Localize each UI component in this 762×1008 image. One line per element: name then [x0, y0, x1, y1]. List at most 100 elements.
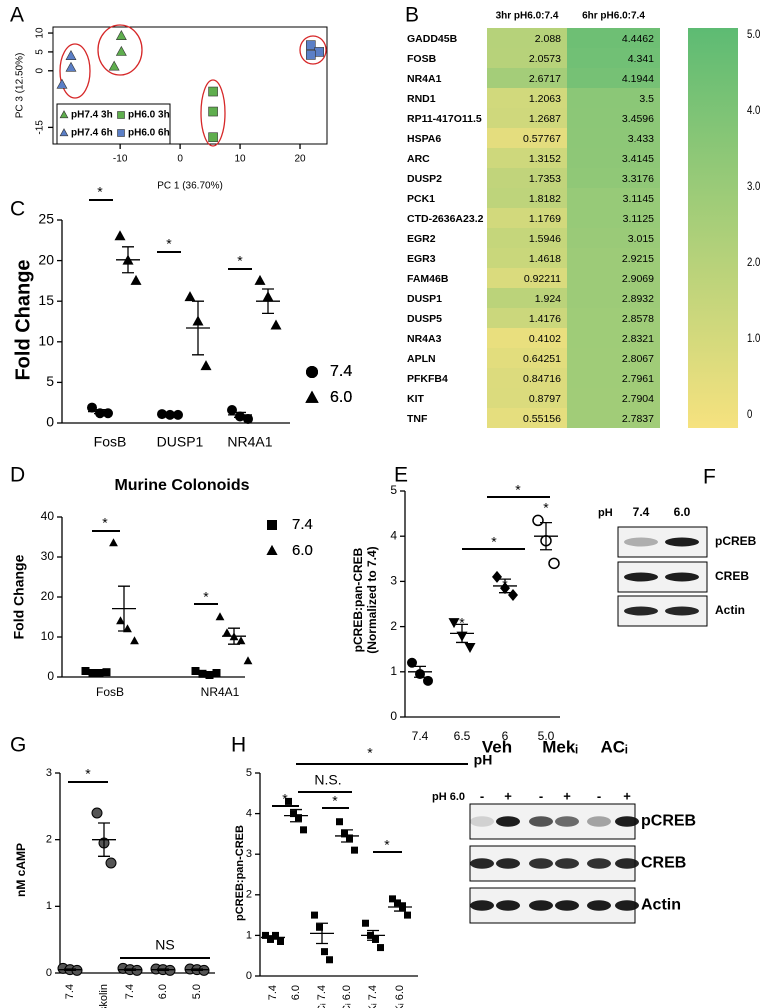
point — [115, 30, 127, 40]
blot-band — [587, 900, 611, 911]
point — [103, 408, 113, 419]
y-axis-title: Fold Change — [12, 259, 34, 380]
point — [508, 588, 518, 601]
x-tick-label: FosB — [94, 434, 127, 450]
legend-label: 6.0 — [330, 389, 352, 406]
panel-letter: H — [231, 734, 246, 757]
heat-cell — [487, 108, 567, 128]
legend-label: pH6.0 6h — [128, 128, 170, 139]
point — [109, 538, 118, 547]
blot-row-label: pCREB — [715, 534, 757, 548]
row-label: DUSP2 — [407, 173, 442, 185]
error-bar — [192, 300, 204, 356]
y-tick-label: 2 — [390, 619, 397, 633]
heat-cell — [567, 68, 660, 88]
point — [423, 675, 433, 686]
y-tick-label: 30 — [41, 549, 55, 563]
heat-cell — [487, 88, 567, 108]
point — [341, 830, 348, 838]
legend-label: 7.4 — [292, 516, 313, 533]
significance-label: * — [502, 577, 508, 593]
point — [208, 86, 218, 97]
x-tick-label: MEKᵢ 6.0 — [394, 985, 406, 1008]
y-tick-label: 2 — [46, 834, 52, 846]
row-label: GADD45B — [407, 33, 458, 45]
heat-cell — [487, 248, 567, 268]
error-bar — [267, 935, 279, 940]
error-bar — [499, 578, 511, 594]
point — [311, 911, 318, 919]
point — [254, 274, 266, 285]
heat-cell — [567, 28, 660, 48]
y-tick-label: 0 — [246, 970, 252, 982]
heat-cell — [487, 48, 567, 68]
point — [130, 636, 139, 645]
heat-cell — [487, 268, 567, 288]
heat-cell — [567, 148, 660, 168]
point — [243, 656, 253, 665]
blot-row-label: CREB — [641, 855, 686, 872]
panel-letter: E — [394, 464, 408, 487]
heat-cell — [487, 388, 567, 408]
significance-label: * — [491, 534, 497, 550]
cell-value: 3.3176 — [622, 173, 654, 185]
panel-letter: G — [10, 734, 26, 757]
significance-label: * — [203, 589, 209, 605]
error-bar — [64, 968, 76, 971]
y-tick-label: 20 — [41, 589, 55, 603]
y-tick-label: 3 — [246, 848, 252, 860]
blot-band — [665, 572, 699, 582]
significance-label: * — [543, 500, 549, 516]
panel-letter: C — [10, 198, 25, 221]
error-bar — [94, 408, 106, 415]
heat-cell — [567, 288, 660, 308]
legend-label: 7.4 — [330, 363, 352, 380]
x-tick-label: 6.0 — [157, 984, 169, 999]
cell-value: 2.8067 — [622, 353, 654, 365]
x-tick-label: DUSP1 — [157, 434, 204, 450]
error-bar — [290, 808, 302, 823]
cell-value: 3.1145 — [623, 193, 654, 205]
legend-label: 6.0 — [330, 389, 352, 406]
x-tick-label: 7.4 — [64, 984, 76, 999]
heat-cell — [487, 348, 567, 368]
point — [91, 807, 103, 819]
point — [300, 826, 307, 834]
point — [295, 814, 302, 822]
y-tick-label: 1 — [390, 664, 397, 678]
y-tick-label: 5 — [35, 49, 46, 55]
point — [105, 857, 117, 869]
cluster-outline — [97, 24, 143, 76]
point — [56, 78, 68, 89]
heat-cell — [487, 228, 567, 248]
y-tick-label: 0 — [46, 414, 54, 430]
point — [65, 61, 77, 72]
point — [243, 413, 253, 424]
point — [115, 45, 127, 56]
heat-cell — [487, 128, 567, 148]
point — [130, 274, 142, 285]
significance-label: * — [384, 837, 390, 853]
heat-cell — [487, 308, 567, 328]
significance-label: * — [97, 184, 103, 200]
point — [372, 935, 379, 943]
cell-value: 2.088 — [535, 33, 561, 45]
blot-band — [470, 900, 494, 911]
legend-label: 7.4 — [292, 516, 313, 533]
point — [277, 937, 284, 945]
group-label: Veh — [482, 737, 512, 756]
blot-row-label: pCREB — [641, 813, 696, 830]
cell-value: 3.4596 — [622, 113, 654, 125]
significance-label: * — [85, 766, 91, 782]
blot-band — [529, 858, 553, 869]
y-tick-label: 10 — [41, 629, 55, 643]
heat-cell — [487, 368, 567, 388]
blot-band — [555, 816, 579, 827]
blot-row-label: Actin — [641, 897, 681, 914]
cell-value: 2.9215 — [622, 253, 654, 265]
error-bar — [200, 671, 212, 675]
cell-value: 2.0573 — [529, 53, 561, 65]
point — [464, 642, 476, 653]
significance-label: * — [102, 515, 108, 531]
y-axis-title: (Normalized to 7.4) — [365, 546, 379, 653]
